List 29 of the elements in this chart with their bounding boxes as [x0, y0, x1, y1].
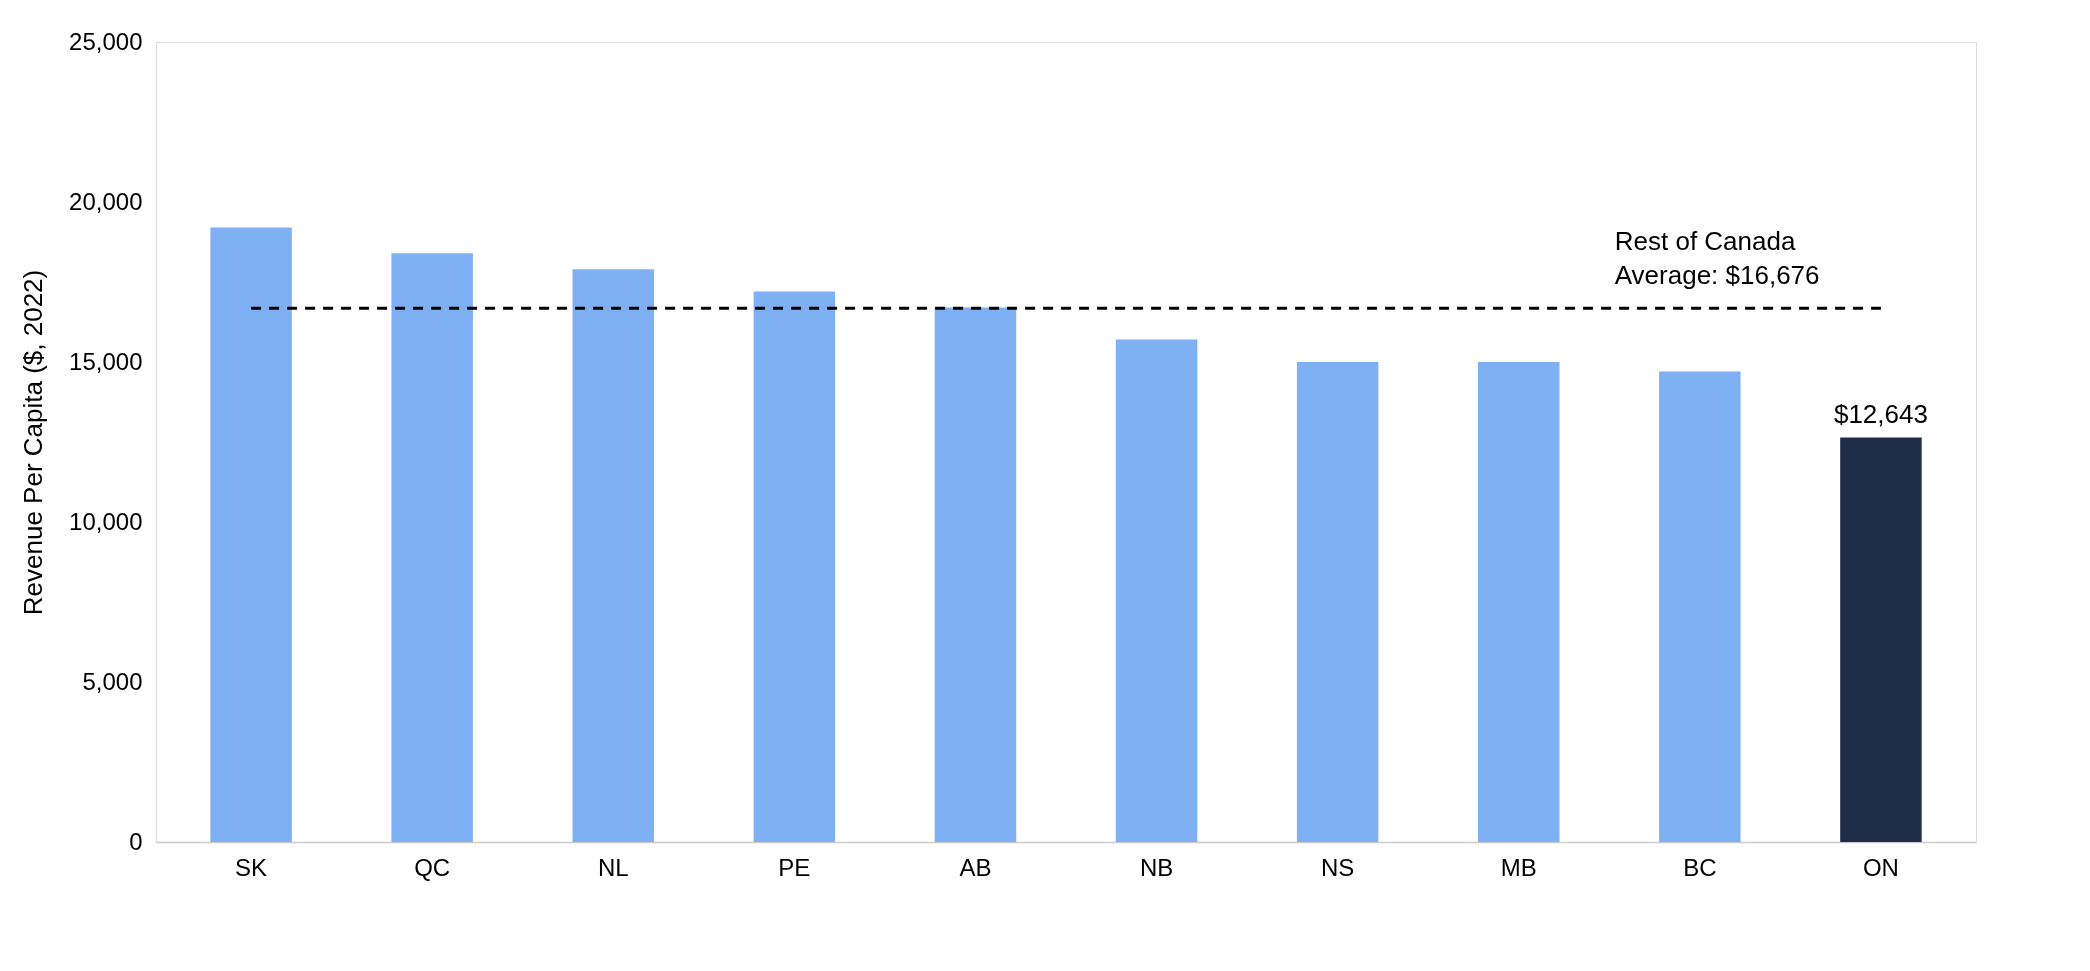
bar	[1840, 437, 1922, 842]
y-tick-label: 15,000	[69, 347, 143, 375]
x-tick-label: NL	[597, 853, 629, 881]
bar	[1659, 371, 1741, 842]
x-tick-label: QC	[414, 853, 451, 881]
y-tick-label: 20,000	[69, 187, 143, 215]
x-tick-label: ON	[1862, 853, 1899, 881]
bar	[1477, 362, 1560, 842]
x-tick-label: SK	[235, 853, 268, 881]
bar	[1296, 362, 1379, 842]
x-tick-label: AB	[959, 853, 992, 881]
data-label: $12,643	[1833, 399, 1928, 430]
bar	[1115, 339, 1198, 842]
y-tick-label: 5,000	[82, 667, 143, 695]
bar	[572, 269, 655, 842]
bar	[934, 307, 1017, 842]
ref-line-label: Rest of Canada Average: $16,676	[1614, 226, 1820, 291]
bar	[391, 253, 473, 842]
x-tick-label: BC	[1683, 853, 1717, 881]
y-tick-label: 0	[129, 827, 143, 855]
bar	[753, 291, 836, 842]
x-tick-label: NS	[1320, 853, 1355, 881]
x-tick-label: MB	[1500, 853, 1537, 881]
y-tick-label: 10,000	[69, 507, 143, 535]
bar	[210, 227, 292, 842]
y-tick-label: 25,000	[69, 27, 143, 55]
x-tick-label: NB	[1139, 853, 1174, 881]
x-tick-label: PE	[778, 853, 811, 881]
y-axis-title: Revenue Per Capita ($, 2022)	[18, 269, 49, 616]
